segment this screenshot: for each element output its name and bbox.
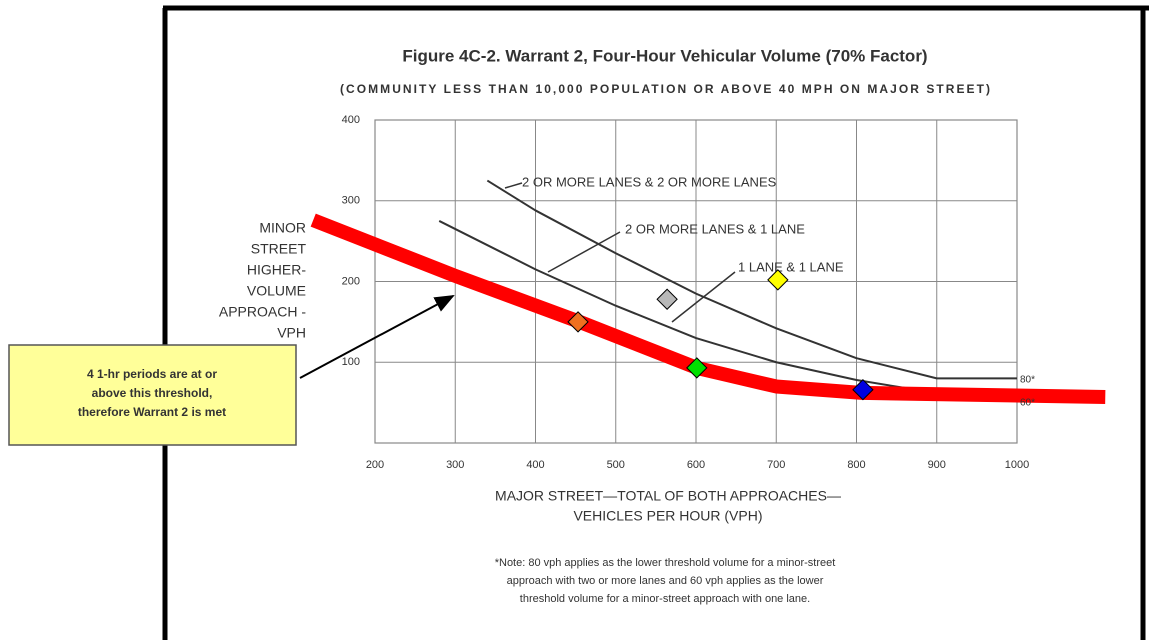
note: *Note: 80 vph applies as the lower thres… [495, 557, 836, 569]
y-axis-label: HIGHER- [247, 262, 306, 278]
note: threshold volume for a minor-street appr… [520, 593, 810, 605]
point [767, 269, 789, 291]
chart-subtitle: (COMMUNITY LESS THAN 10,000 POPULATION O… [340, 82, 990, 96]
annotation-text: above this threshold, [92, 386, 213, 400]
curve-label: 2 OR MORE LANES & 1 LANE [625, 221, 805, 236]
y-axis-label: VPH [277, 325, 306, 341]
x-tick-label: 500 [607, 459, 625, 471]
x-tick-label: 1000 [1005, 459, 1029, 471]
y-axis-label: APPROACH - [219, 304, 306, 320]
chart-title: Figure 4C-2. Warrant 2, Four-Hour Vehicu… [402, 46, 927, 65]
annotation-text: 4 1-hr periods are at or [87, 367, 217, 381]
x-tick-label: 600 [687, 459, 705, 471]
curve-label: 2 OR MORE LANES & 2 OR MORE LANES [522, 174, 777, 189]
x-tick-label: 800 [847, 459, 865, 471]
y-tick-label: 100 [342, 356, 360, 368]
point [852, 378, 874, 401]
annotation-box [8, 344, 297, 446]
y-tick-label: 400 [342, 114, 360, 126]
x-tick-label: 700 [767, 459, 785, 471]
point [656, 288, 678, 310]
x-axis-label: VEHICLES PER HOUR (VPH) [573, 508, 762, 524]
x-tick-label: 900 [928, 459, 946, 471]
annotation-text: therefore Warrant 2 is met [78, 405, 226, 419]
point [686, 357, 708, 379]
y-tick-label: 300 [342, 195, 360, 207]
leader [547, 231, 621, 273]
threshold-label: 60* [1020, 398, 1035, 409]
x-tick-label: 300 [446, 459, 464, 471]
y-axis-label: VOLUME [247, 283, 306, 299]
curve-label: 1 LANE & 1 LANE [738, 259, 844, 274]
threshold-label: 80* [1020, 375, 1035, 386]
annotation-arrow [299, 295, 455, 379]
y-axis-label: MINOR [259, 220, 306, 236]
leader [504, 182, 523, 189]
note: approach with two or more lanes and 60 v… [507, 575, 824, 587]
x-tick-label: 400 [526, 459, 544, 471]
y-tick-label: 200 [342, 275, 360, 287]
y-axis-label: STREET [251, 241, 307, 257]
threshold-line [310, 213, 1106, 404]
curve [486, 179, 1017, 380]
x-tick-label: 200 [366, 459, 384, 471]
point [567, 311, 589, 333]
x-axis-label: MAJOR STREET—TOTAL OF BOTH APPROACHES— [495, 488, 841, 504]
